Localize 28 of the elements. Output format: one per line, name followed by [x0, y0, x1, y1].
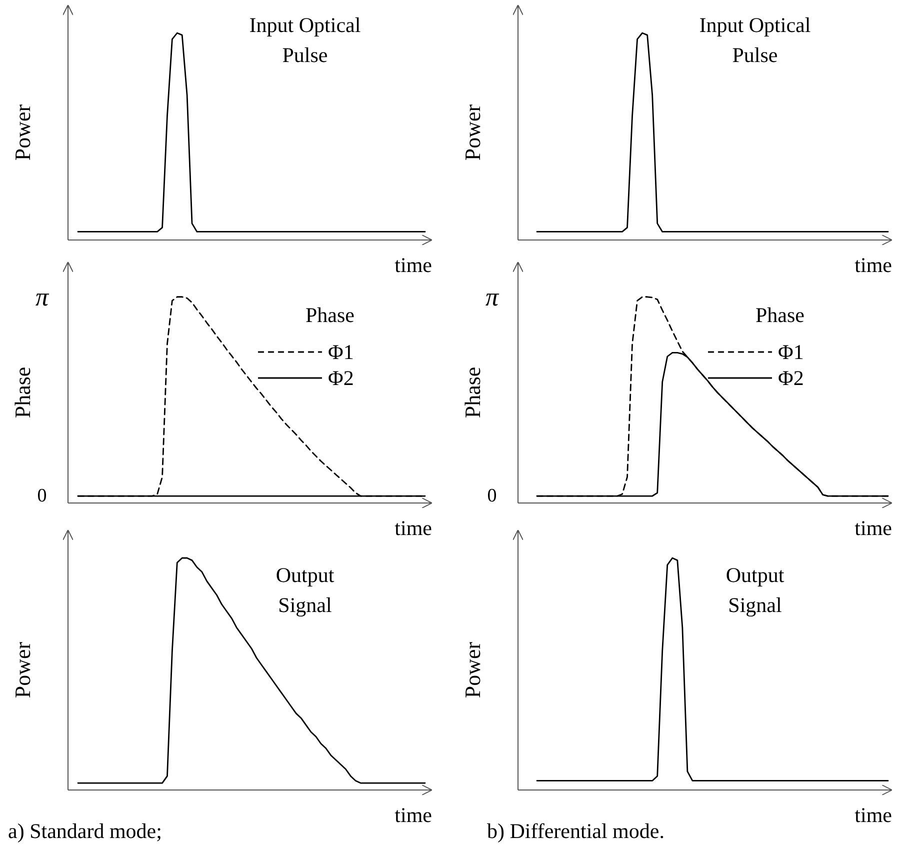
text: a) Standard mode;: [8, 819, 162, 843]
x-axis-title: time: [854, 516, 892, 540]
legend-title: Phase: [306, 303, 354, 327]
chart-title: Input Optical Pulse: [699, 13, 811, 67]
y-axis-title: Phase: [10, 366, 35, 418]
y-axis-title: Power: [460, 104, 485, 161]
x-axis-title: time: [394, 253, 432, 277]
text: Output Signal: [726, 563, 784, 617]
legend-label: Φ2: [778, 366, 804, 390]
chart-title: Input Optical Pulse: [249, 13, 361, 67]
x-axis-title: time: [394, 803, 432, 827]
text: Output Signal: [276, 563, 334, 617]
legend-label: Φ1: [328, 340, 354, 364]
legend-title: Phase: [756, 303, 804, 327]
x-axis-title: time: [394, 516, 432, 540]
y-tick-label: π: [35, 282, 50, 312]
y-axis-title: Power: [10, 104, 35, 161]
x-axis-title: time: [854, 803, 892, 827]
y-tick-label: 0: [37, 486, 47, 507]
legend-label: Φ1: [778, 340, 804, 364]
y-axis-title: Power: [10, 641, 35, 698]
y-tick-label: 0: [487, 486, 497, 507]
x-axis-title: time: [854, 253, 892, 277]
text: b) Differential mode.: [487, 819, 664, 843]
legend-label: Φ2: [328, 366, 354, 390]
y-axis-title: Phase: [460, 366, 485, 418]
y-axis-title: Power: [460, 641, 485, 698]
y-tick-label: π: [485, 282, 500, 312]
